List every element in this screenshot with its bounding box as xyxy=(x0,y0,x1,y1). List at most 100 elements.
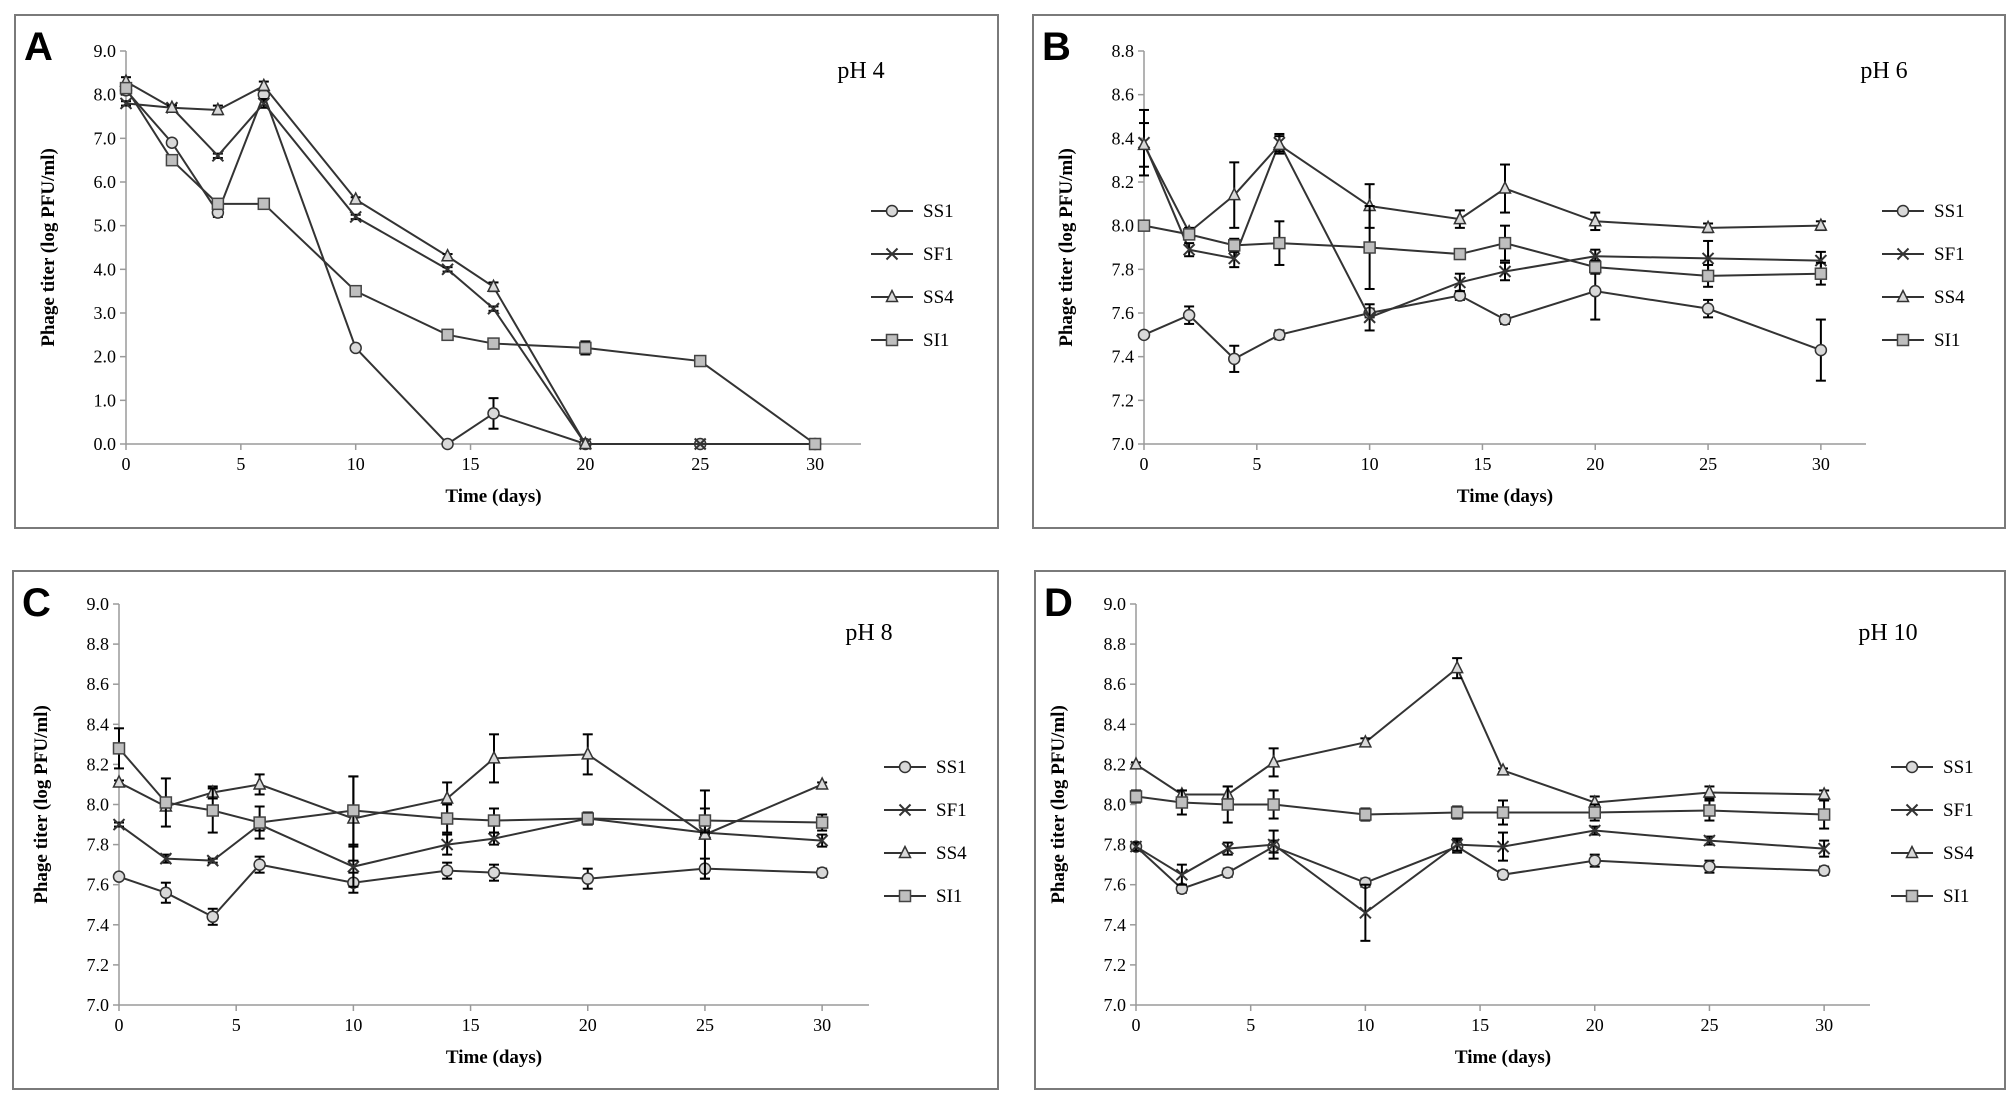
data-point xyxy=(112,870,126,883)
series-sf1 xyxy=(1137,108,1828,332)
y-tick-label: 7.0 xyxy=(87,995,110,1015)
x-tick-label: 20 xyxy=(579,1015,597,1035)
data-point xyxy=(1814,254,1828,267)
data-point xyxy=(440,248,455,262)
data-point xyxy=(257,97,271,110)
y-tick-label: 8.0 xyxy=(94,85,117,105)
x-tick-label: 10 xyxy=(347,454,365,474)
x-tick-label: 25 xyxy=(1700,1015,1718,1035)
y-tick-label: 8.8 xyxy=(87,634,110,654)
data-point xyxy=(808,437,822,451)
panel-letter: C xyxy=(22,581,51,625)
legend-marker xyxy=(885,247,899,261)
panel-letter: A xyxy=(24,25,53,69)
data-point xyxy=(1496,762,1510,776)
data-point xyxy=(487,407,500,420)
legend-marker xyxy=(885,333,899,347)
data-point xyxy=(581,812,594,825)
legend-label: SS1 xyxy=(923,201,954,222)
data-point xyxy=(253,816,266,829)
data-point xyxy=(693,354,707,368)
data-point xyxy=(1273,328,1286,342)
data-point xyxy=(1814,267,1828,280)
chart-title: pH 10 xyxy=(1858,620,1917,646)
x-tick-label: 10 xyxy=(344,1015,362,1035)
y-tick-label: 7.4 xyxy=(1104,915,1127,935)
data-point xyxy=(112,818,126,831)
y-axis-title: Phage titer (log PFU/ml) xyxy=(1056,148,1077,347)
series-line xyxy=(125,101,816,445)
data-point xyxy=(1450,806,1464,819)
x-tick-label: 10 xyxy=(1356,1015,1374,1035)
legend-marker xyxy=(1905,803,1919,817)
data-point xyxy=(349,341,362,355)
data-point xyxy=(253,858,266,871)
y-tick-label: 8.6 xyxy=(87,674,110,694)
data-point xyxy=(1588,213,1602,227)
data-point xyxy=(1267,798,1280,811)
data-point xyxy=(1228,239,1241,252)
data-point xyxy=(581,872,594,885)
y-axis-title: Phage titer (log PFU/ml) xyxy=(31,705,52,904)
x-tick-label: 0 xyxy=(1132,1015,1141,1035)
y-tick-label: 1.0 xyxy=(94,390,117,410)
x-tick-label: 15 xyxy=(462,1015,480,1035)
data-point xyxy=(1701,302,1715,315)
x-tick-label: 20 xyxy=(576,454,594,474)
series-line xyxy=(1143,224,1821,277)
data-point xyxy=(1228,352,1241,366)
data-point xyxy=(165,153,179,167)
y-tick-label: 8.0 xyxy=(1104,795,1127,815)
x-tick-label: 20 xyxy=(1586,454,1604,474)
data-point xyxy=(441,437,454,451)
data-point xyxy=(1359,808,1372,821)
data-point xyxy=(348,191,363,205)
data-point xyxy=(1137,136,1151,151)
legend-label: SF1 xyxy=(923,244,954,265)
y-tick-label: 9.0 xyxy=(94,41,117,61)
data-point xyxy=(112,774,126,788)
legend-label: SS4 xyxy=(1934,287,1965,308)
data-point xyxy=(349,210,362,224)
x-tick-label: 15 xyxy=(1473,454,1491,474)
x-tick-label: 30 xyxy=(1812,454,1830,474)
y-tick-label: 8.0 xyxy=(1112,216,1135,236)
data-point xyxy=(1267,838,1280,851)
data-point xyxy=(441,263,454,276)
data-point xyxy=(206,804,219,817)
data-point xyxy=(1221,866,1234,879)
legend-marker xyxy=(1905,844,1919,859)
series-ss4 xyxy=(1137,122,1828,238)
data-point xyxy=(1129,840,1143,853)
data-point xyxy=(1182,308,1196,322)
data-point xyxy=(1496,868,1510,881)
series-line xyxy=(125,87,816,445)
data-point xyxy=(441,328,454,342)
y-tick-label: 7.6 xyxy=(1104,875,1127,895)
series-line xyxy=(1143,140,1821,319)
x-tick-label: 10 xyxy=(1361,454,1379,474)
series-sf1 xyxy=(1129,824,1831,942)
chart-a-svg: ApH 4 0.0 1.0 2.0 3.0 4.0 5.0 6.0 7.0 8.0 9.0 0 5 10 1… xyxy=(24,25,954,507)
series-line xyxy=(1135,666,1825,804)
data-point xyxy=(1588,806,1601,819)
y-tick-label: 7.2 xyxy=(1104,955,1127,975)
x-tick-label: 0 xyxy=(115,1015,124,1035)
chart-title: pH 6 xyxy=(1860,58,1907,84)
data-point xyxy=(165,99,179,114)
data-point xyxy=(578,435,593,450)
series-ss1 xyxy=(112,855,829,926)
y-tick-label: 8.2 xyxy=(1104,754,1127,774)
y-axis-title: Phage titer (log PFU/ml) xyxy=(38,148,59,347)
data-point xyxy=(1182,228,1196,241)
series-sf1 xyxy=(119,97,822,451)
legend-marker xyxy=(898,760,912,774)
legend-label: SF1 xyxy=(1943,800,1974,821)
data-point xyxy=(1498,265,1512,278)
data-point xyxy=(1137,328,1151,342)
y-axis-title: Phage titer (log PFU/ml) xyxy=(1048,705,1069,904)
x-tick-label: 25 xyxy=(1699,454,1717,474)
legend: SS1 SF1 SS4 SI1 xyxy=(1891,757,1974,907)
data-point xyxy=(815,776,829,790)
